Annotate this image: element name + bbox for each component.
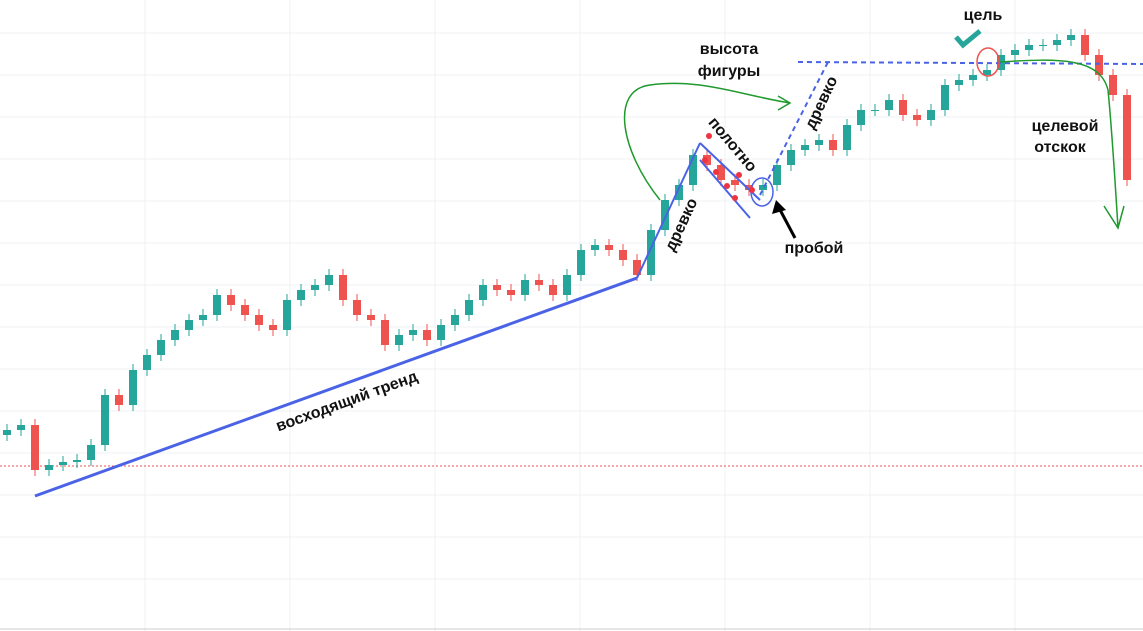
candle-body: [283, 300, 291, 330]
candle-body: [325, 275, 333, 285]
candle-body: [17, 425, 25, 430]
candle-body: [955, 80, 963, 85]
annotation: фигуры: [698, 63, 761, 80]
candle-body: [885, 100, 893, 110]
candle-body: [591, 245, 599, 250]
candle-body: [899, 100, 907, 115]
candle-body: [857, 110, 865, 125]
candle-body: [787, 150, 795, 165]
candle-body: [549, 285, 557, 295]
candle-body: [605, 245, 613, 250]
candle-body: [647, 230, 655, 275]
annotation: целевой: [1032, 118, 1099, 135]
candle-body: [1123, 95, 1131, 180]
candle-body: [437, 325, 445, 340]
candle-body: [661, 200, 669, 230]
candle-body: [843, 125, 851, 150]
candle-body: [801, 145, 809, 150]
candle-body: [969, 75, 977, 80]
candle-body: [101, 395, 109, 445]
candle-body: [367, 315, 375, 320]
candle-body: [171, 330, 179, 340]
candle-body: [31, 425, 39, 470]
candle-body: [227, 295, 235, 305]
candle-body: [479, 285, 487, 300]
candle-body: [297, 290, 305, 300]
annotation: отскок: [1034, 139, 1086, 156]
candles: [3, 29, 1131, 476]
annotation: цель: [964, 7, 1003, 24]
candle-body: [1011, 50, 1019, 55]
candle-body: [689, 155, 697, 185]
candle-body: [157, 340, 165, 355]
candle-body: [1039, 45, 1047, 46]
candle-body: [717, 165, 725, 180]
candle-body: [185, 320, 193, 330]
candle-body: [675, 185, 683, 200]
candle-body: [255, 315, 263, 325]
candle-body: [73, 460, 81, 462]
candle-body: [1095, 55, 1103, 75]
candle-body: [451, 315, 459, 325]
annotation: высота: [700, 41, 759, 58]
candle-body: [1025, 45, 1033, 50]
candle-body: [59, 462, 67, 465]
candle-body: [241, 305, 249, 315]
candle-body: [913, 115, 921, 120]
candle-body: [563, 275, 571, 295]
candle-body: [45, 465, 53, 470]
candle-body: [521, 280, 529, 295]
candle-body: [381, 320, 389, 345]
candle-body: [759, 185, 767, 190]
candle-body: [815, 140, 823, 145]
annotation: пробой: [785, 240, 844, 257]
candle-body: [1053, 40, 1061, 45]
candle-body: [311, 285, 319, 290]
candle-body: [269, 325, 277, 330]
candle-body: [983, 70, 991, 75]
candle-body: [773, 165, 781, 185]
candle-body: [129, 370, 137, 405]
candle-body: [87, 445, 95, 460]
candle-body: [731, 180, 739, 185]
candle-body: [395, 335, 403, 345]
candle-body: [143, 355, 151, 370]
candle-body: [115, 395, 123, 405]
candle-body: [353, 300, 361, 315]
candle-body: [633, 260, 641, 275]
candle-body: [423, 330, 431, 340]
candle-body: [493, 285, 501, 290]
candle-body: [199, 315, 207, 320]
candle-body: [213, 295, 221, 315]
candle-body: [1081, 35, 1089, 55]
candle-body: [577, 250, 585, 275]
candle-body: [1067, 35, 1075, 40]
candle-body: [619, 250, 627, 260]
candle-body: [507, 290, 515, 295]
candle-body: [829, 140, 837, 150]
candle-body: [941, 85, 949, 110]
candle-body: [465, 300, 473, 315]
candle-body: [871, 110, 879, 111]
candle-body: [927, 110, 935, 120]
candle-body: [535, 280, 543, 285]
candle-body: [745, 185, 753, 190]
candle-body: [3, 430, 11, 435]
candle-body: [409, 330, 417, 335]
annotations: восходящий тренд древко полотно пробой д…: [34, 7, 1143, 498]
candle-body: [1109, 75, 1117, 95]
candle-body: [339, 275, 347, 300]
annotation: полотно: [705, 114, 760, 175]
